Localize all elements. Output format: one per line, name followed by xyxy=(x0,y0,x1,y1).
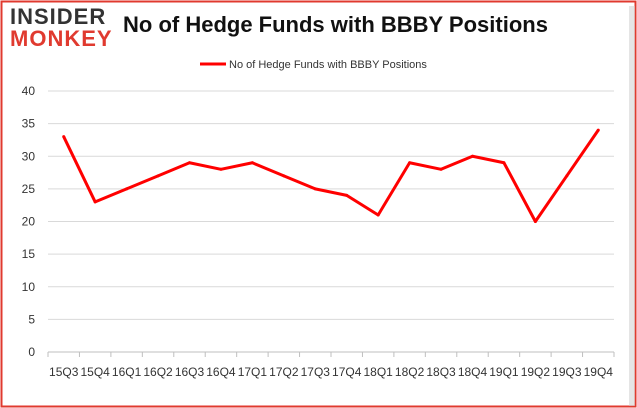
data-point xyxy=(439,167,443,171)
y-tick-label: 25 xyxy=(22,182,36,196)
y-tick-label: 10 xyxy=(22,280,36,294)
data-point xyxy=(408,161,412,165)
x-tick-label: 18Q2 xyxy=(395,365,425,379)
x-tick-label: 17Q1 xyxy=(238,365,268,379)
x-tick-label: 19Q1 xyxy=(489,365,519,379)
x-tick-label: 17Q3 xyxy=(301,365,331,379)
x-tick-label: 18Q3 xyxy=(426,365,456,379)
data-point xyxy=(376,213,380,217)
data-point xyxy=(219,167,223,171)
x-tick-label: 17Q4 xyxy=(332,365,362,379)
x-tick-label: 19Q3 xyxy=(552,365,582,379)
data-point xyxy=(533,220,537,223)
y-tick-label: 15 xyxy=(22,247,36,261)
x-tick-label: 16Q2 xyxy=(143,365,173,379)
x-tick-label: 15Q3 xyxy=(49,365,79,379)
chart-title: No of Hedge Funds with BBBY Positions xyxy=(123,12,548,37)
data-point xyxy=(156,174,160,178)
data-point xyxy=(188,161,191,165)
data-point xyxy=(313,187,317,191)
x-tick-label: 16Q4 xyxy=(206,365,236,379)
data-point xyxy=(282,174,286,178)
data-point xyxy=(502,161,506,165)
y-tick-label: 0 xyxy=(28,345,35,359)
x-tick-label: 16Q3 xyxy=(175,365,205,379)
logo-insider-text: INSIDER xyxy=(10,4,107,29)
data-point xyxy=(471,154,474,158)
x-tick-label: 18Q4 xyxy=(458,365,488,379)
series-line xyxy=(62,129,600,223)
y-tick-label: 20 xyxy=(22,215,36,229)
data-point xyxy=(62,135,66,139)
y-tick-label: 35 xyxy=(22,117,36,131)
y-tick-label: 5 xyxy=(28,312,35,326)
legend-label: No of Hedge Funds with BBBY Positions xyxy=(229,59,427,71)
x-tick-label: 16Q1 xyxy=(112,365,142,379)
data-point xyxy=(125,187,129,191)
shadow-right xyxy=(629,6,635,406)
data-point xyxy=(596,128,600,132)
data-point xyxy=(93,200,97,204)
data-point xyxy=(250,161,254,165)
x-tick-label: 18Q1 xyxy=(363,365,393,379)
x-tick-label: 19Q2 xyxy=(521,365,551,379)
y-tick-label: 40 xyxy=(22,84,36,98)
data-point xyxy=(345,193,349,197)
data-point xyxy=(565,174,569,178)
x-tick-label: 15Q4 xyxy=(80,365,110,379)
x-tick-label: 19Q4 xyxy=(584,365,614,379)
plot-area: 0 5 10 15 20 25 30 35 40 15Q3 15Q4 16Q1 16Q2 16Q3 16Q4… xyxy=(22,59,615,379)
x-tick-label: 17Q2 xyxy=(269,365,299,379)
y-tick-label: 30 xyxy=(22,149,36,163)
logo-monkey-text: MONKEY xyxy=(10,26,113,51)
